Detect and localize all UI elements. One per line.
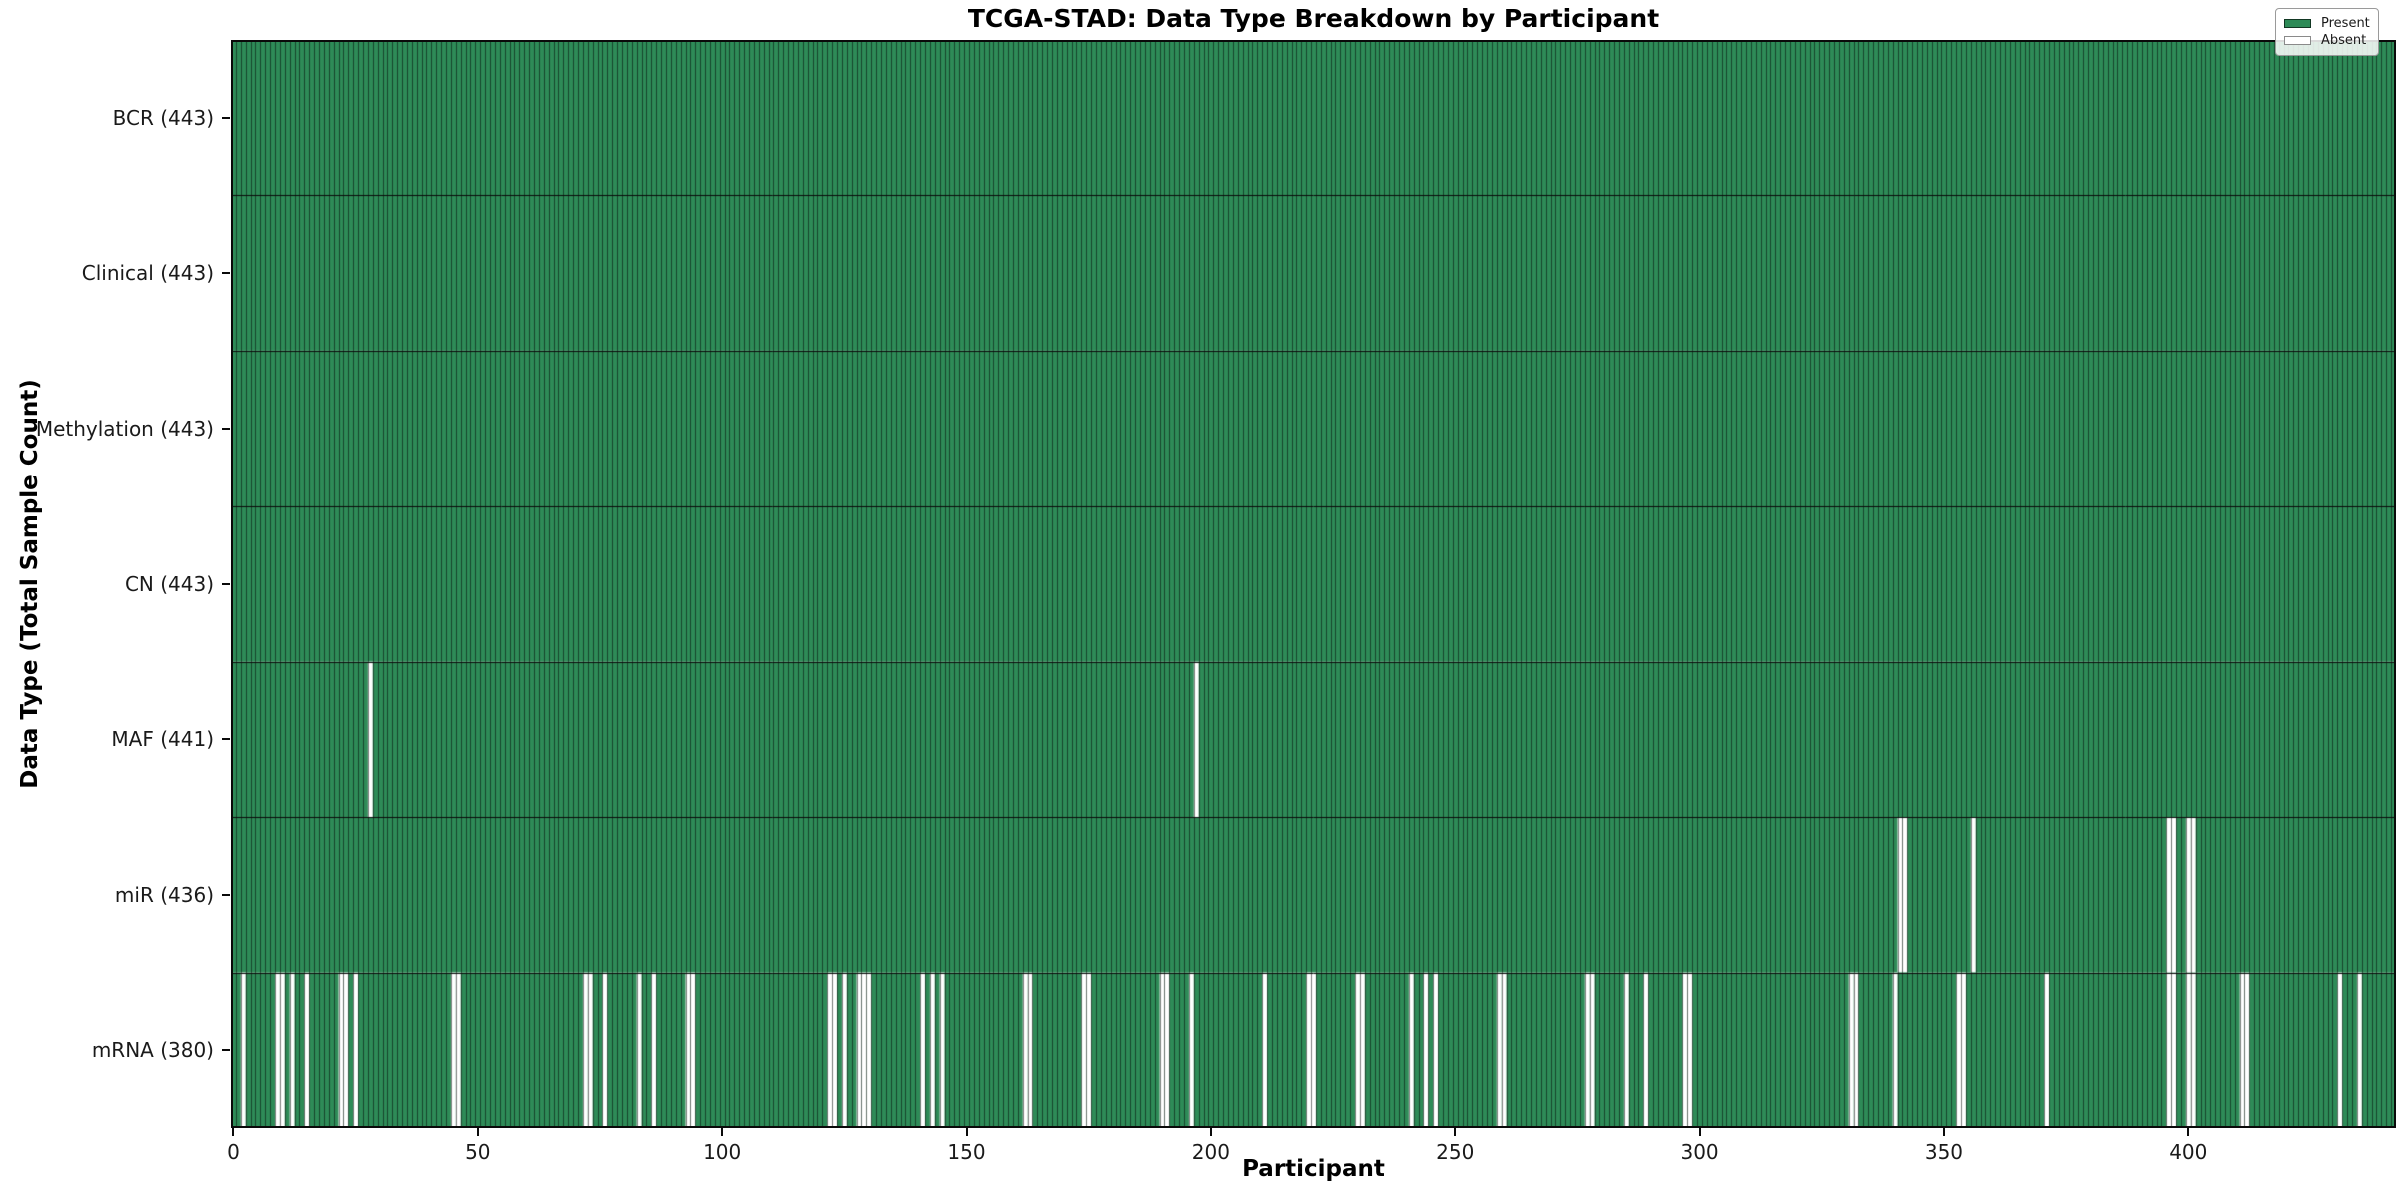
legend: Present Absent: [2275, 8, 2379, 56]
y-tick-label: CN (443): [124, 572, 214, 596]
y-tick-label: mRNA (380): [91, 1038, 214, 1063]
y-tick-label: miR (436): [114, 882, 214, 907]
x-axis-label: Participant: [1242, 1156, 1385, 1182]
y-tick-mark: [222, 427, 230, 430]
x-tick-label: 250: [1436, 1140, 1475, 1164]
y-tick-mark: [222, 116, 230, 119]
x-tick-mark: [2187, 1128, 2190, 1136]
y-tick-label: Clinical (443): [81, 261, 214, 286]
present-swatch-icon: [2284, 19, 2311, 28]
y-tick-label: Methylation (443): [35, 416, 214, 441]
legend-label-absent: Absent: [2321, 33, 2367, 48]
x-tick-mark: [721, 1128, 724, 1136]
x-tick-label: 100: [703, 1140, 742, 1164]
legend-label-present: Present: [2321, 16, 2370, 31]
legend-item-absent: Absent: [2284, 32, 2370, 49]
x-tick-mark: [1454, 1128, 1457, 1136]
x-tick-label: 200: [1191, 1140, 1230, 1164]
x-tick-label: 400: [2169, 1140, 2208, 1164]
x-tick-mark: [1942, 1128, 1945, 1136]
y-tick-mark: [222, 1049, 230, 1052]
y-tick-mark: [222, 583, 230, 585]
x-tick-mark: [1698, 1128, 1701, 1136]
y-tick-mark: [222, 893, 230, 896]
y-tick-mark: [222, 272, 230, 275]
y-tick-label: BCR (443): [112, 105, 214, 130]
x-tick-label: 50: [465, 1140, 491, 1164]
x-tick-mark: [476, 1128, 479, 1136]
x-tick-label: 300: [1680, 1140, 1719, 1164]
x-tick-label: 150: [947, 1140, 986, 1164]
chart-title: TCGA-STAD: Data Type Breakdown by Partic…: [967, 4, 1660, 33]
x-tick-mark: [232, 1128, 235, 1136]
y-tick-mark: [222, 738, 230, 741]
heatmap-canvas: [231, 40, 2396, 1128]
y-tick-label: MAF (441): [111, 727, 214, 752]
absent-swatch-icon: [2284, 36, 2311, 45]
x-tick-mark: [965, 1128, 968, 1136]
plot-area: BCR (443) Clinical (443) Methylation (443)…: [36, 40, 2396, 1164]
legend-item-present: Present: [2284, 15, 2370, 32]
x-tick-label: 0: [227, 1140, 240, 1164]
x-tick-label: 350: [1924, 1140, 1964, 1164]
x-tick-mark: [1209, 1128, 1212, 1136]
